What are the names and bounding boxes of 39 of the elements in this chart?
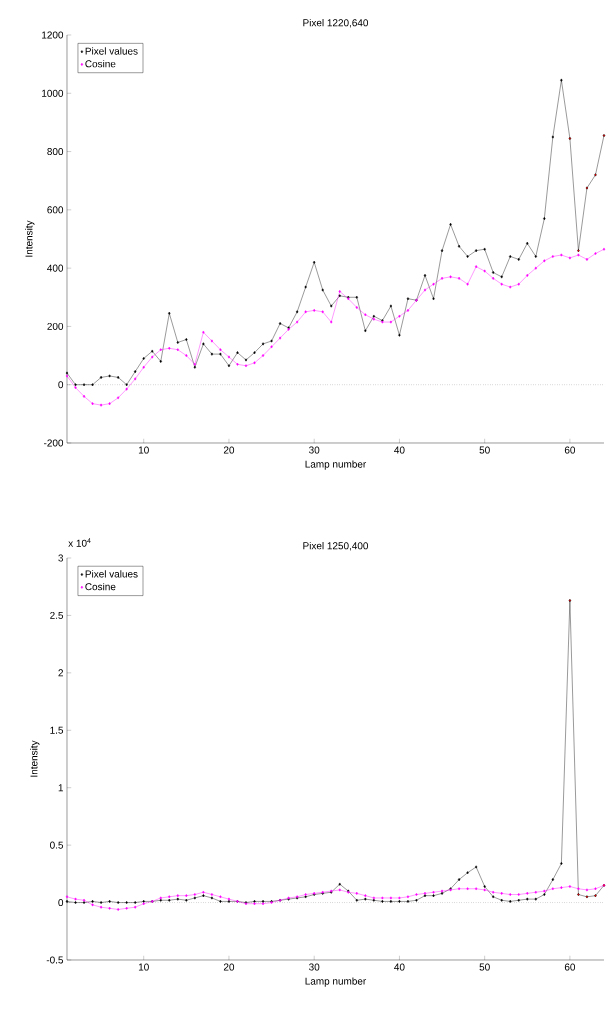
y-axis-title: Intensity: [30, 740, 40, 777]
x-tick-label: 20: [223, 446, 235, 454]
x-tick-label: 40: [394, 446, 405, 454]
y-tick-label: 1200: [42, 31, 64, 39]
y-tick-label: 800: [47, 148, 64, 156]
y-tick-label: 2.5: [50, 611, 64, 619]
x-tick-label: 10: [138, 963, 149, 971]
x-tick-label: 30: [309, 963, 320, 971]
y-tick-label: 1: [58, 784, 63, 792]
y-tick-label: 200: [47, 322, 64, 330]
y-tick-label: -200: [43, 439, 64, 447]
legend-label: Cosine: [85, 60, 116, 68]
x-tick-label: 60: [564, 963, 576, 971]
x-tick-label: 10: [138, 446, 149, 454]
chart-title: Pixel 1250,400: [303, 542, 369, 551]
legend-label: Pixel values: [85, 570, 138, 578]
y-tick-label: -0.5: [46, 956, 64, 964]
y-tick-label: 0: [58, 899, 64, 907]
y-axis-title: Intensity: [25, 220, 35, 257]
y-tick-label: 0: [58, 381, 64, 389]
x-tick-label: 50: [479, 963, 490, 971]
x-axis-title: Lamp number: [305, 460, 367, 470]
y-tick-label: 0.5: [50, 841, 64, 849]
x-tick-label: 60: [564, 446, 576, 454]
y-tick-label: 1000: [42, 89, 64, 97]
y-tick-label: 400: [47, 264, 64, 272]
x-tick-label: 40: [394, 963, 405, 971]
y-tick-label: 1.5: [50, 726, 64, 734]
text: x 10$^{4}$: [68, 538, 91, 547]
x-tick-label: 30: [309, 446, 320, 454]
x-axis-title: Lamp number: [305, 977, 367, 987]
y-tick-label: 2: [58, 669, 63, 677]
x-tick-label: 50: [479, 446, 490, 454]
y-tick-label: 3: [58, 554, 64, 562]
chart-title: Pixel 1220,640: [303, 19, 369, 28]
legend-label: Pixel values: [85, 47, 138, 55]
x-tick-label: 20: [223, 963, 235, 971]
y-tick-label: 600: [47, 206, 64, 214]
legend-label: Cosine: [85, 582, 116, 591]
